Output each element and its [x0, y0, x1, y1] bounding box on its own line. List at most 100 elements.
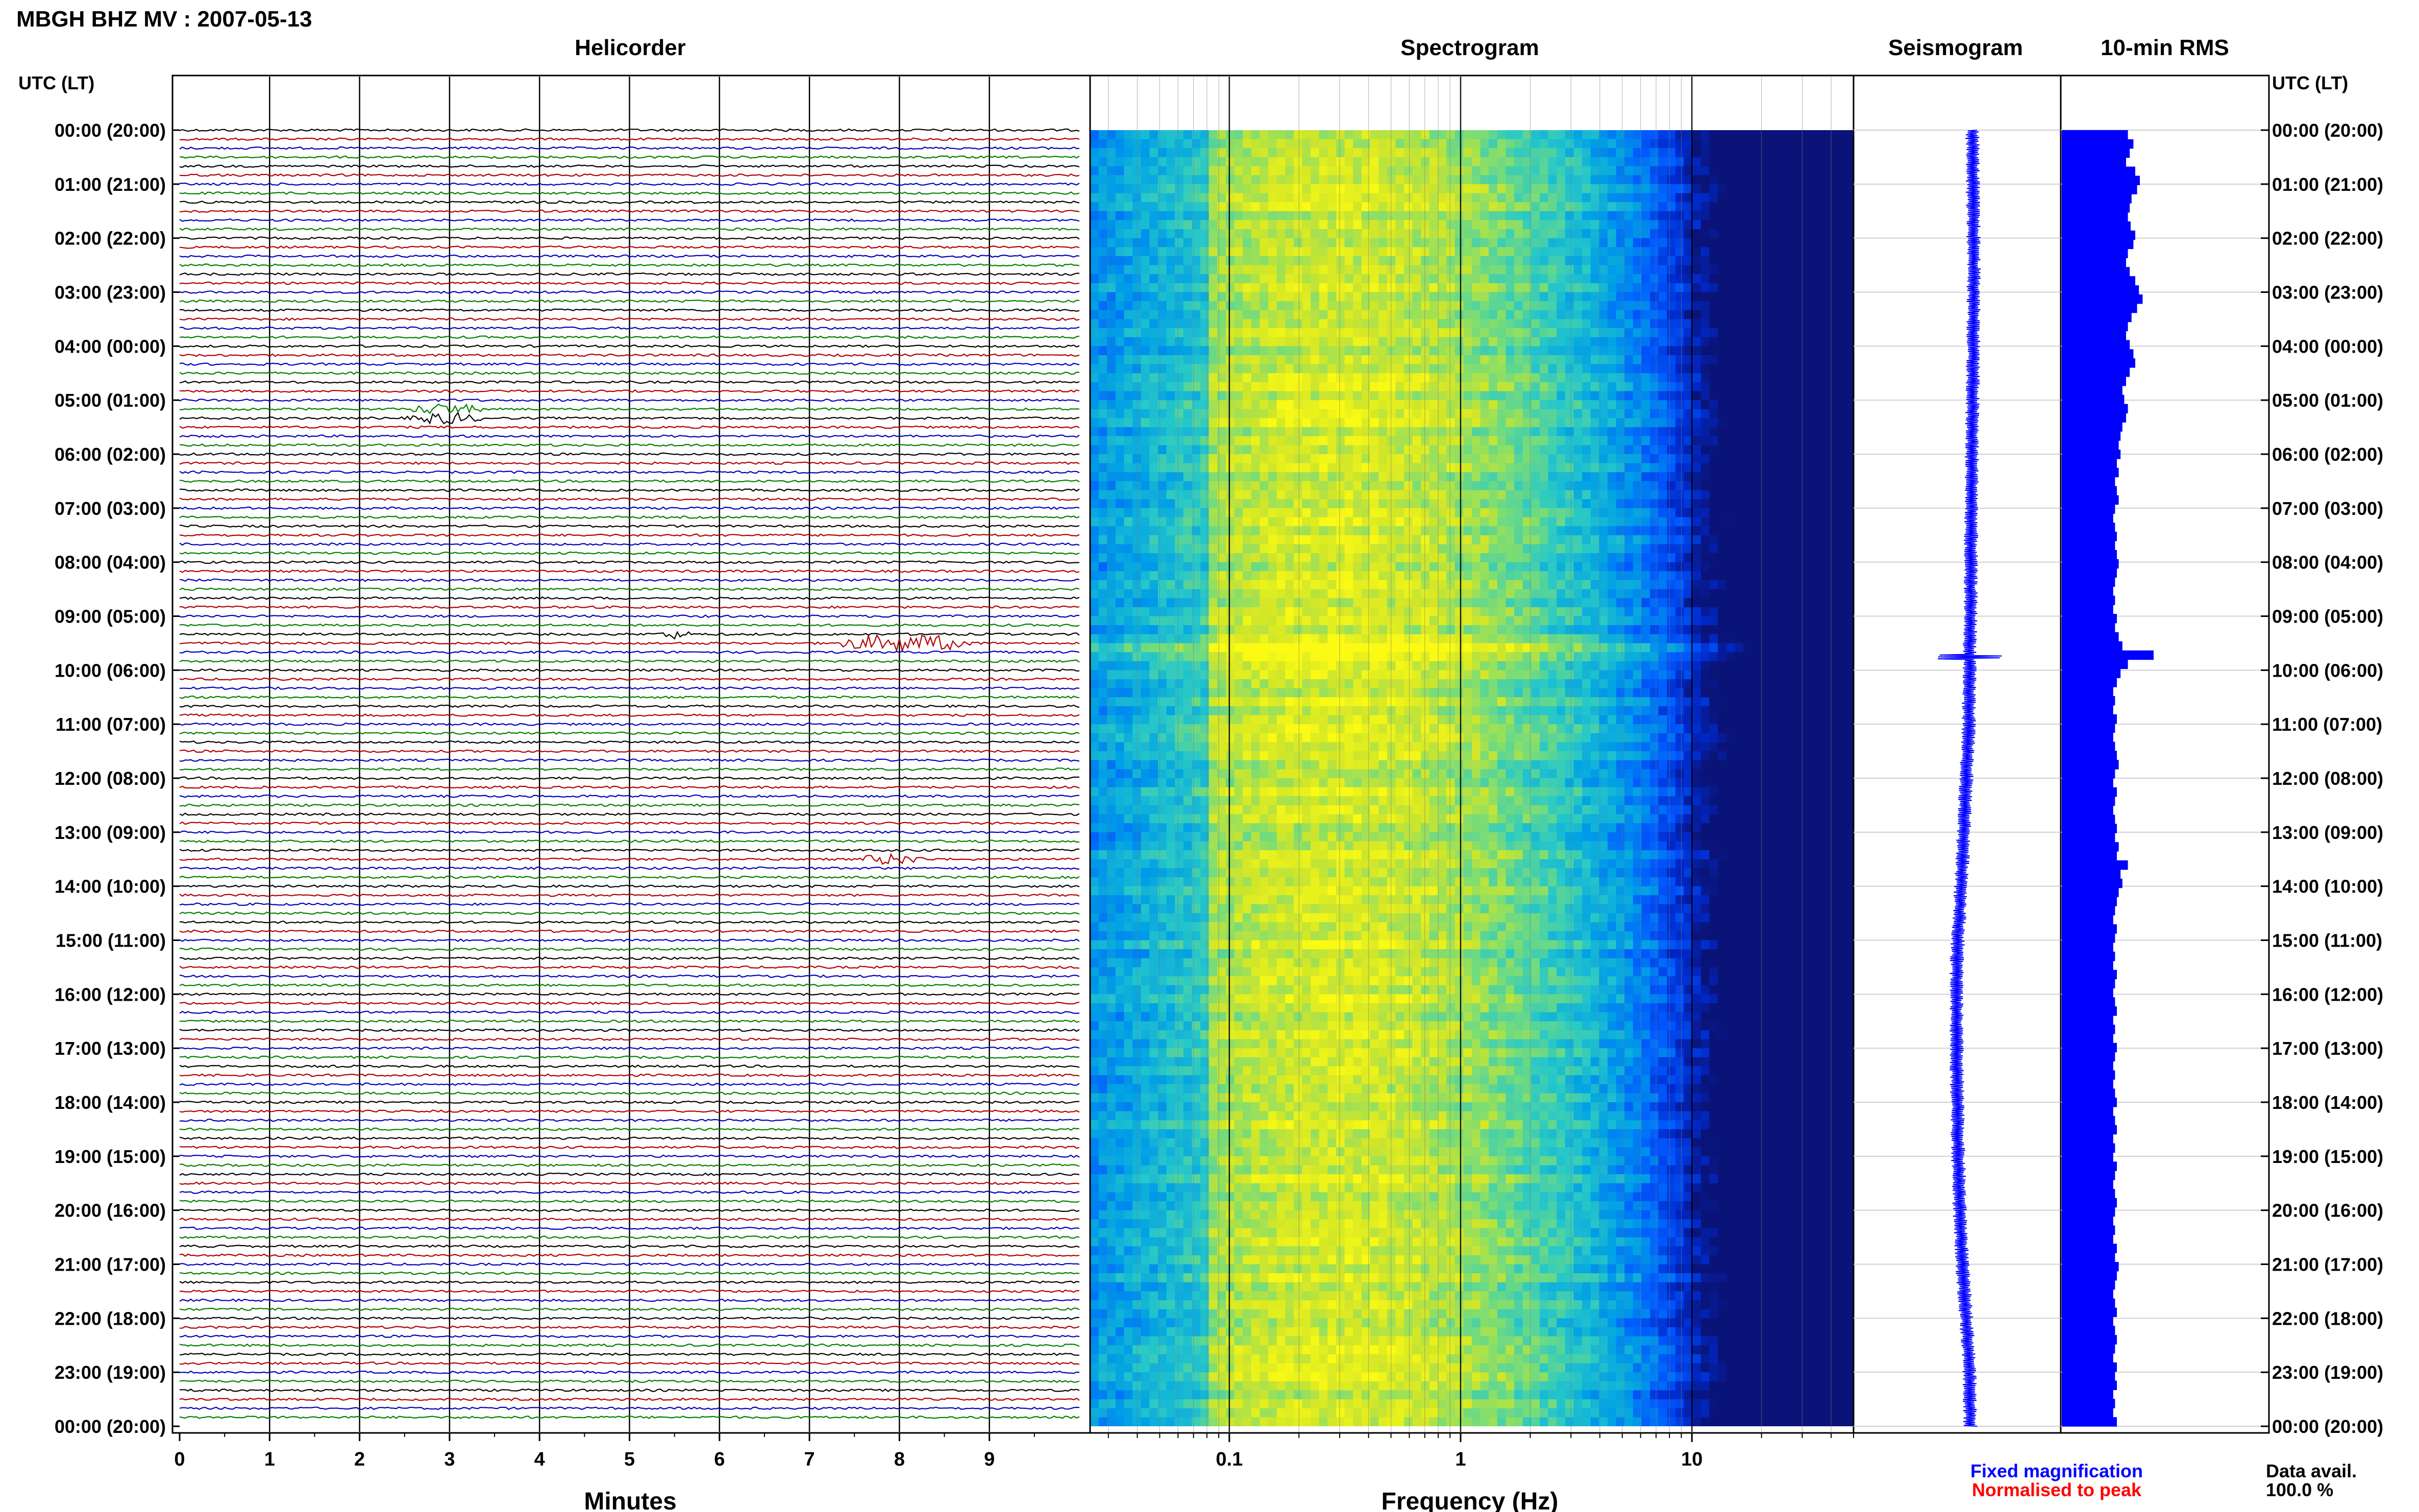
spectrogram-cell — [1726, 589, 1736, 599]
helicorder-trace-row — [179, 893, 1080, 897]
spectrogram-cell — [1650, 499, 1659, 509]
spectrogram-cell — [1454, 535, 1464, 545]
spectrogram-cell — [1387, 301, 1396, 311]
spectrogram-cell — [1183, 148, 1193, 158]
spectrogram-cell — [1251, 184, 1261, 194]
spectrogram-cell — [1786, 328, 1795, 338]
spectrogram-cell — [1684, 319, 1693, 329]
spectrogram-cell — [1438, 589, 1447, 599]
helicorder-trace-row — [179, 659, 1080, 663]
spectrogram-cell — [1743, 274, 1752, 284]
spectrogram-cell — [1565, 310, 1574, 320]
spectrogram-cell — [1370, 157, 1379, 167]
spectrogram-cell — [1505, 139, 1515, 148]
spectrogram-cell — [1234, 544, 1243, 554]
spectrogram-cell — [1751, 400, 1761, 410]
helicorder-trace-row — [179, 398, 1080, 402]
spectrogram-cell — [1514, 598, 1523, 608]
spectrogram-cell — [1098, 499, 1107, 509]
spectrogram-cell — [1208, 301, 1218, 311]
spectrogram-cell — [1132, 373, 1142, 383]
spectrogram-cell — [1353, 526, 1362, 536]
spectrogram-cell — [1667, 265, 1676, 275]
spectrogram-cell — [1658, 571, 1668, 581]
spectrogram-cell — [1344, 229, 1354, 239]
spectrogram-cell — [1387, 265, 1396, 275]
spectrogram-cell — [1090, 274, 1099, 284]
spectrogram-cell — [1412, 328, 1421, 338]
spectrogram-cell — [1582, 481, 1591, 491]
spectrogram-cell — [1836, 391, 1846, 401]
spectrogram-cell — [1234, 472, 1243, 482]
spectrogram-cell — [1344, 346, 1354, 356]
spectrogram-cell — [1608, 553, 1617, 563]
spectrogram-cell — [1768, 427, 1778, 437]
spectrogram-cell — [1565, 508, 1574, 518]
spectrogram-cell — [1098, 490, 1107, 500]
spectrogram-cell — [1115, 157, 1125, 167]
spectrogram-cell — [1446, 346, 1455, 356]
spectrogram-cell — [1234, 535, 1243, 545]
spectrogram-cell — [1616, 328, 1625, 338]
spectrogram-cell — [1226, 463, 1235, 473]
spectrogram-cell — [1353, 562, 1362, 572]
spectrogram-cell — [1811, 292, 1820, 302]
spectrogram-cell — [1311, 364, 1320, 374]
spectrogram-cell — [1531, 175, 1540, 185]
spectrogram-cell — [1454, 589, 1464, 599]
spectrogram-cell — [1472, 409, 1481, 419]
spectrogram-cell — [1497, 544, 1507, 554]
spectrogram-cell — [1735, 391, 1744, 401]
spectrogram-cell — [1641, 310, 1650, 320]
spectrogram-cell — [1412, 157, 1421, 167]
spectrogram-cell — [1760, 490, 1769, 500]
spectrogram-cell — [1149, 571, 1158, 581]
spectrogram-cell — [1548, 454, 1557, 464]
spectrogram-cell — [1819, 463, 1829, 473]
spectrogram-cell — [1828, 580, 1837, 590]
spectrogram-cell — [1446, 463, 1455, 473]
spectrogram-cell — [1819, 526, 1829, 536]
spectrogram-cell — [1183, 436, 1193, 446]
spectrogram-cell — [1217, 454, 1226, 464]
spectrogram-cell — [1327, 346, 1337, 356]
spectrogram-cell — [1268, 598, 1277, 608]
spectrogram-cell — [1438, 139, 1447, 148]
spectrogram-cell — [1497, 256, 1507, 266]
spectrogram-cell — [1412, 346, 1421, 356]
spectrogram-cell — [1565, 301, 1574, 311]
spectrogram-cell — [1599, 553, 1608, 563]
spectrogram-cell — [1463, 319, 1472, 329]
spectrogram-cell — [1505, 274, 1515, 284]
spectrogram-cell — [1293, 157, 1303, 167]
spectrogram-cell — [1200, 454, 1210, 464]
spectrogram-cell — [1370, 337, 1379, 347]
spectrogram-cell — [1158, 319, 1167, 329]
spectrogram-cell — [1175, 454, 1184, 464]
spectrogram-cell — [1141, 445, 1150, 455]
spectrogram-cell — [1311, 229, 1320, 239]
spectrogram-cell — [1786, 526, 1795, 536]
spectrogram-cell — [1692, 409, 1701, 419]
spectrogram-cell — [1497, 130, 1507, 140]
spectrogram-cell — [1446, 562, 1455, 572]
helicorder-trace-row — [179, 853, 1079, 865]
spectrogram-cell — [1208, 157, 1218, 167]
spectrogram-cell — [1505, 202, 1515, 212]
spectrogram-cell — [1234, 445, 1243, 455]
spectrogram-cell — [1192, 526, 1201, 536]
spectrogram-cell — [1412, 202, 1421, 212]
spectrogram-cell — [1243, 589, 1252, 599]
spectrogram-cell — [1243, 220, 1252, 230]
spectrogram-cell — [1370, 400, 1379, 410]
spectrogram-cell — [1472, 283, 1481, 293]
spectrogram-cell — [1234, 256, 1243, 266]
spectrogram-cell — [1200, 409, 1210, 419]
spectrogram-cell — [1327, 229, 1337, 239]
spectrogram-cell — [1718, 499, 1727, 509]
spectrogram-cell — [1226, 139, 1235, 148]
spectrogram-cell — [1370, 193, 1379, 203]
spectrogram-cell — [1446, 166, 1455, 176]
spectrogram-cell — [1268, 562, 1277, 572]
spectrogram-cell — [1751, 274, 1761, 284]
